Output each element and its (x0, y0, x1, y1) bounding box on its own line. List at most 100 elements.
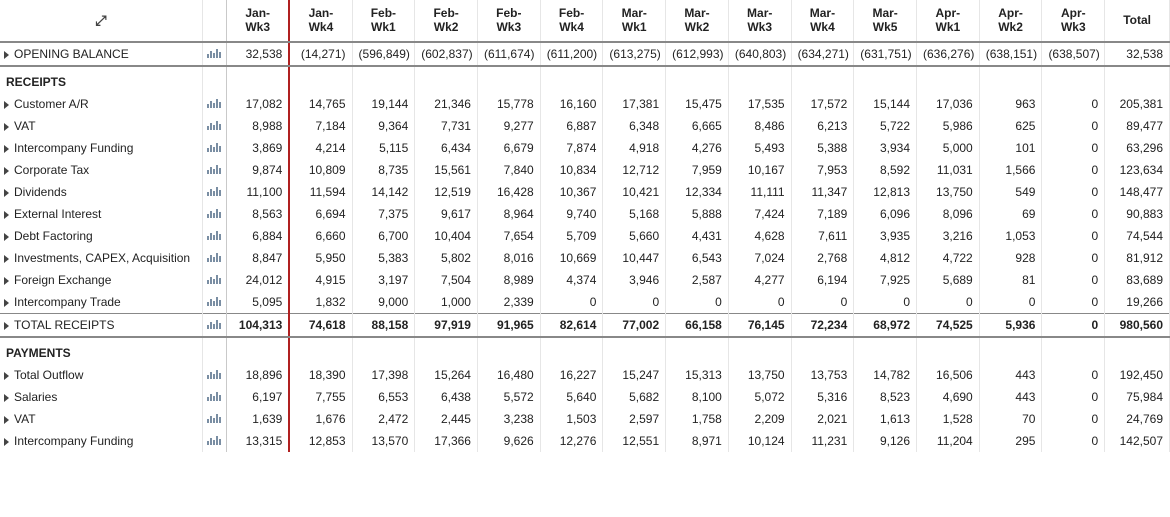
row-label[interactable]: Intercompany Trade (0, 291, 202, 314)
chart-cell[interactable] (202, 93, 226, 115)
chart-cell[interactable] (202, 115, 226, 137)
chart-cell[interactable] (202, 137, 226, 159)
row-label[interactable]: TOTAL RECEIPTS (0, 313, 202, 337)
value-cell: 1,503 (540, 408, 603, 430)
expand-caret-icon[interactable] (4, 123, 9, 131)
value-cell: 0 (728, 291, 791, 314)
value-cell: 97,919 (415, 313, 478, 337)
expand-caret-icon[interactable] (4, 372, 9, 380)
column-header[interactable]: Mar-Wk4 (791, 0, 854, 42)
expand-caret-icon[interactable] (4, 189, 9, 197)
sparkline-icon[interactable] (207, 208, 221, 218)
expand-caret-icon[interactable] (4, 167, 9, 175)
expand-all-cell[interactable]: ⤢ (0, 0, 202, 42)
value-cell: 17,036 (917, 93, 980, 115)
row-label[interactable]: Foreign Exchange (0, 269, 202, 291)
row-label[interactable]: External Interest (0, 203, 202, 225)
column-header[interactable]: Mar-Wk2 (666, 0, 729, 42)
sparkline-icon[interactable] (207, 142, 221, 152)
row-label[interactable]: VAT (0, 408, 202, 430)
value-cell: 17,572 (791, 93, 854, 115)
column-header[interactable]: Feb-Wk4 (540, 0, 603, 42)
column-header[interactable]: Apr-Wk3 (1042, 0, 1105, 42)
sparkline-icon[interactable] (207, 98, 221, 108)
value-cell: (634,271) (791, 42, 854, 66)
value-cell: 8,100 (666, 386, 729, 408)
value-cell: 5,388 (791, 137, 854, 159)
value-cell: (613,275) (603, 42, 666, 66)
value-cell: 6,660 (289, 225, 352, 247)
chart-cell[interactable] (202, 313, 226, 337)
expand-caret-icon[interactable] (4, 233, 9, 241)
sparkline-icon[interactable] (207, 274, 221, 284)
expand-caret-icon[interactable] (4, 322, 9, 330)
expand-caret-icon[interactable] (4, 145, 9, 153)
row-label[interactable]: VAT (0, 115, 202, 137)
chart-cell[interactable] (202, 42, 226, 66)
column-header[interactable]: Feb-Wk2 (415, 0, 478, 42)
sparkline-icon[interactable] (207, 296, 221, 306)
expand-caret-icon[interactable] (4, 211, 9, 219)
sparkline-icon[interactable] (207, 48, 221, 58)
column-header[interactable]: Feb-Wk1 (352, 0, 415, 42)
value-cell: 0 (1042, 93, 1105, 115)
chart-cell[interactable] (202, 386, 226, 408)
column-header[interactable]: Mar-Wk5 (854, 0, 917, 42)
row-label[interactable]: Intercompany Funding (0, 430, 202, 452)
sparkline-icon[interactable] (207, 369, 221, 379)
column-header[interactable]: Feb-Wk3 (477, 0, 540, 42)
chart-cell[interactable] (202, 159, 226, 181)
sparkline-icon[interactable] (207, 252, 221, 262)
expand-all-icon[interactable]: ⤢ (95, 12, 106, 28)
row-label[interactable]: Intercompany Funding (0, 137, 202, 159)
column-header[interactable]: Apr-Wk2 (979, 0, 1042, 42)
sparkline-icon[interactable] (207, 230, 221, 240)
chart-cell[interactable] (202, 291, 226, 314)
row-label[interactable]: Salaries (0, 386, 202, 408)
sparkline-icon[interactable] (207, 391, 221, 401)
row-label-text: Total Outflow (14, 368, 83, 382)
row-label-text: External Interest (14, 207, 101, 221)
row-label[interactable]: Debt Factoring (0, 225, 202, 247)
row-label[interactable]: Customer A/R (0, 93, 202, 115)
row-label[interactable]: Dividends (0, 181, 202, 203)
chart-cell[interactable] (202, 181, 226, 203)
chart-cell[interactable] (202, 430, 226, 452)
chart-cell[interactable] (202, 269, 226, 291)
sparkline-icon[interactable] (207, 186, 221, 196)
sparkline-icon[interactable] (207, 164, 221, 174)
row-label[interactable]: Investments, CAPEX, Acquisition (0, 247, 202, 269)
sparkline-icon[interactable] (207, 413, 221, 423)
sparkline-icon[interactable] (207, 319, 221, 329)
row-label[interactable]: Corporate Tax (0, 159, 202, 181)
column-header[interactable]: Jan-Wk3 (227, 0, 290, 42)
empty-cell (540, 337, 603, 364)
expand-caret-icon[interactable] (4, 51, 9, 59)
value-cell: 0 (666, 291, 729, 314)
expand-caret-icon[interactable] (4, 255, 9, 263)
value-cell: 5,689 (917, 269, 980, 291)
chart-cell[interactable] (202, 247, 226, 269)
column-header[interactable]: Mar-Wk1 (603, 0, 666, 42)
column-header[interactable]: Jan-Wk4 (289, 0, 352, 42)
column-header[interactable]: Apr-Wk1 (917, 0, 980, 42)
expand-caret-icon[interactable] (4, 277, 9, 285)
expand-caret-icon[interactable] (4, 438, 9, 446)
value-cell: 66,158 (666, 313, 729, 337)
chart-cell[interactable] (202, 203, 226, 225)
row-label[interactable]: Total Outflow (0, 364, 202, 386)
sparkline-icon[interactable] (207, 435, 221, 445)
chart-cell[interactable] (202, 408, 226, 430)
expand-caret-icon[interactable] (4, 299, 9, 307)
column-header[interactable]: Total (1105, 0, 1170, 42)
chart-cell[interactable] (202, 225, 226, 247)
row-label[interactable]: OPENING BALANCE (0, 42, 202, 66)
value-cell: 0 (1042, 364, 1105, 386)
expand-caret-icon[interactable] (4, 416, 9, 424)
expand-caret-icon[interactable] (4, 101, 9, 109)
empty-cell (603, 337, 666, 364)
expand-caret-icon[interactable] (4, 394, 9, 402)
column-header[interactable]: Mar-Wk3 (728, 0, 791, 42)
sparkline-icon[interactable] (207, 120, 221, 130)
chart-cell[interactable] (202, 364, 226, 386)
